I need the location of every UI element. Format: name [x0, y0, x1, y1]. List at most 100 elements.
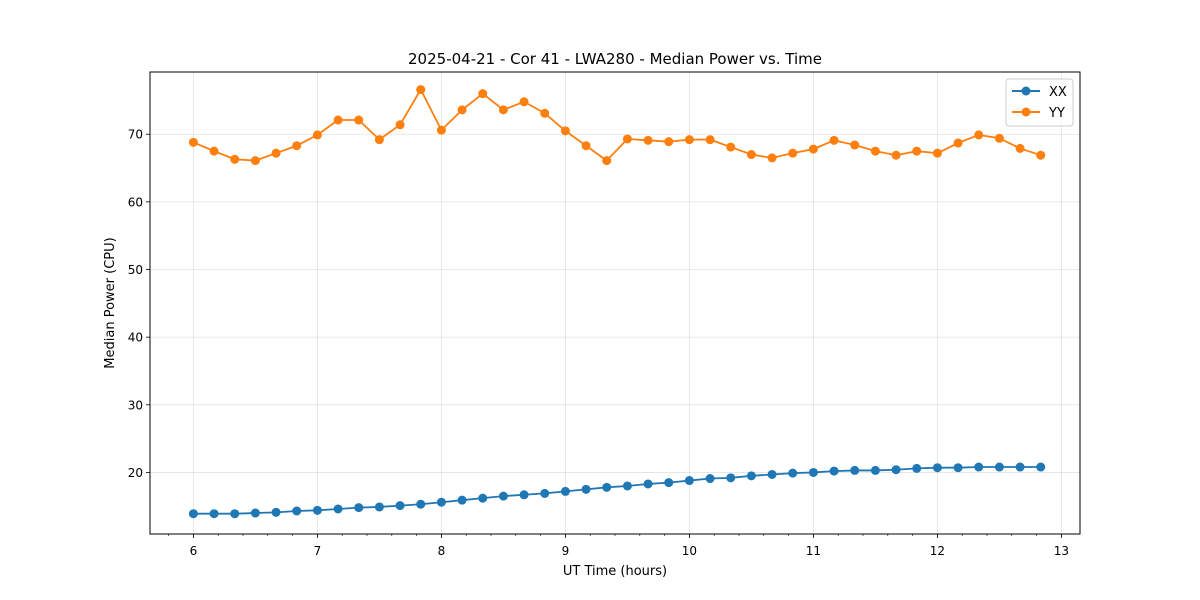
legend-label-xx: XX: [1049, 85, 1067, 100]
data-point-yy: [498, 105, 508, 115]
data-point-yy: [974, 130, 984, 140]
data-point-xx: [643, 479, 653, 489]
data-point-yy: [912, 146, 922, 156]
data-point-yy: [230, 154, 240, 164]
data-point-xx: [953, 463, 963, 473]
data-point-yy: [746, 150, 756, 160]
data-point-yy: [188, 137, 198, 147]
data-point-xx: [374, 502, 384, 512]
y-axis-label: Median Power (CPU): [103, 237, 118, 368]
data-point-xx: [292, 506, 302, 516]
data-point-xx: [788, 468, 798, 478]
data-point-yy: [560, 126, 570, 136]
data-point-xx: [519, 490, 529, 500]
data-point-xx: [932, 463, 942, 473]
data-point-yy: [250, 156, 260, 166]
data-point-xx: [974, 462, 984, 472]
x-tick-label: 13: [1054, 544, 1069, 558]
axes-layer: 6 7 8 9 10 11 12 13 20 30 40 50 60 70: [128, 128, 1069, 558]
x-tick-label: 6: [190, 544, 198, 558]
data-point-xx: [395, 501, 405, 511]
y-tick-label: 30: [128, 398, 143, 412]
data-point-yy: [788, 148, 798, 158]
y-tick-label: 60: [128, 195, 143, 209]
grid-layer: [150, 72, 1080, 534]
data-point-yy: [643, 135, 653, 145]
legend-label-yy: YY: [1048, 106, 1065, 121]
data-point-xx: [354, 503, 364, 513]
data-point-xx: [746, 471, 756, 481]
data-point-xx: [333, 504, 343, 514]
data-point-yy: [1036, 150, 1046, 160]
data-point-yy: [416, 85, 426, 95]
chart-title: 2025-04-21 - Cor 41 - LWA280 - Median Po…: [408, 50, 822, 68]
data-point-yy: [994, 133, 1004, 143]
x-axis-label: UT Time (hours): [563, 564, 667, 579]
y-tick-label: 70: [128, 128, 143, 142]
data-point-yy: [519, 97, 529, 107]
data-point-yy: [953, 138, 963, 148]
data-point-xx: [560, 486, 570, 496]
data-point-yy: [808, 144, 818, 154]
data-point-yy: [354, 115, 364, 125]
data-point-xx: [726, 473, 736, 483]
data-point-xx: [808, 467, 818, 477]
data-point-yy: [767, 153, 777, 163]
data-point-xx: [188, 509, 198, 519]
data-point-yy: [540, 108, 550, 118]
data-point-xx: [891, 465, 901, 475]
data-point-xx: [312, 505, 322, 515]
y-tick-label: 20: [128, 466, 143, 480]
data-point-xx: [870, 465, 880, 475]
y-tick-label: 40: [128, 331, 143, 345]
data-point-xx: [912, 463, 922, 473]
data-point-yy: [581, 141, 591, 151]
x-tick-label: 11: [806, 544, 821, 558]
data-point-yy: [312, 130, 322, 140]
data-point-xx: [457, 495, 467, 505]
data-point-xx: [1036, 462, 1046, 472]
legend: XX YY: [1005, 78, 1074, 127]
data-point-xx: [850, 465, 860, 475]
data-point-yy: [684, 135, 694, 145]
x-tick-label: 10: [682, 544, 697, 558]
data-point-xx: [271, 507, 281, 517]
data-point-xx: [829, 466, 839, 476]
data-point-xx: [540, 488, 550, 498]
data-point-yy: [932, 148, 942, 158]
series-layer: [188, 85, 1046, 519]
x-tick-label: 9: [562, 544, 570, 558]
data-point-yy: [436, 125, 446, 135]
data-point-xx: [436, 497, 446, 507]
data-point-yy: [478, 89, 488, 99]
data-point-xx: [994, 462, 1004, 472]
data-point-yy: [705, 135, 715, 145]
data-point-yy: [271, 148, 281, 158]
data-point-yy: [622, 134, 632, 144]
data-point-xx: [250, 508, 260, 518]
data-point-yy: [209, 146, 219, 156]
data-point-yy: [850, 140, 860, 150]
data-point-yy: [1015, 143, 1025, 153]
data-point-yy: [374, 135, 384, 145]
legend-marker-xx: [1021, 86, 1031, 96]
data-point-yy: [870, 146, 880, 156]
data-point-xx: [581, 484, 591, 494]
data-point-yy: [664, 137, 674, 147]
data-point-yy: [829, 135, 839, 145]
data-point-xx: [1015, 462, 1025, 472]
data-point-yy: [602, 156, 612, 166]
data-point-yy: [395, 120, 405, 130]
legend-marker-yy: [1021, 107, 1031, 117]
data-point-yy: [726, 142, 736, 152]
data-point-yy: [457, 105, 467, 115]
data-point-yy: [333, 115, 343, 125]
data-point-xx: [767, 469, 777, 479]
data-point-xx: [705, 474, 715, 484]
data-point-xx: [498, 491, 508, 501]
data-point-yy: [891, 150, 901, 160]
data-point-xx: [230, 509, 240, 519]
x-tick-label: 7: [314, 544, 322, 558]
x-tick-label: 12: [930, 544, 945, 558]
